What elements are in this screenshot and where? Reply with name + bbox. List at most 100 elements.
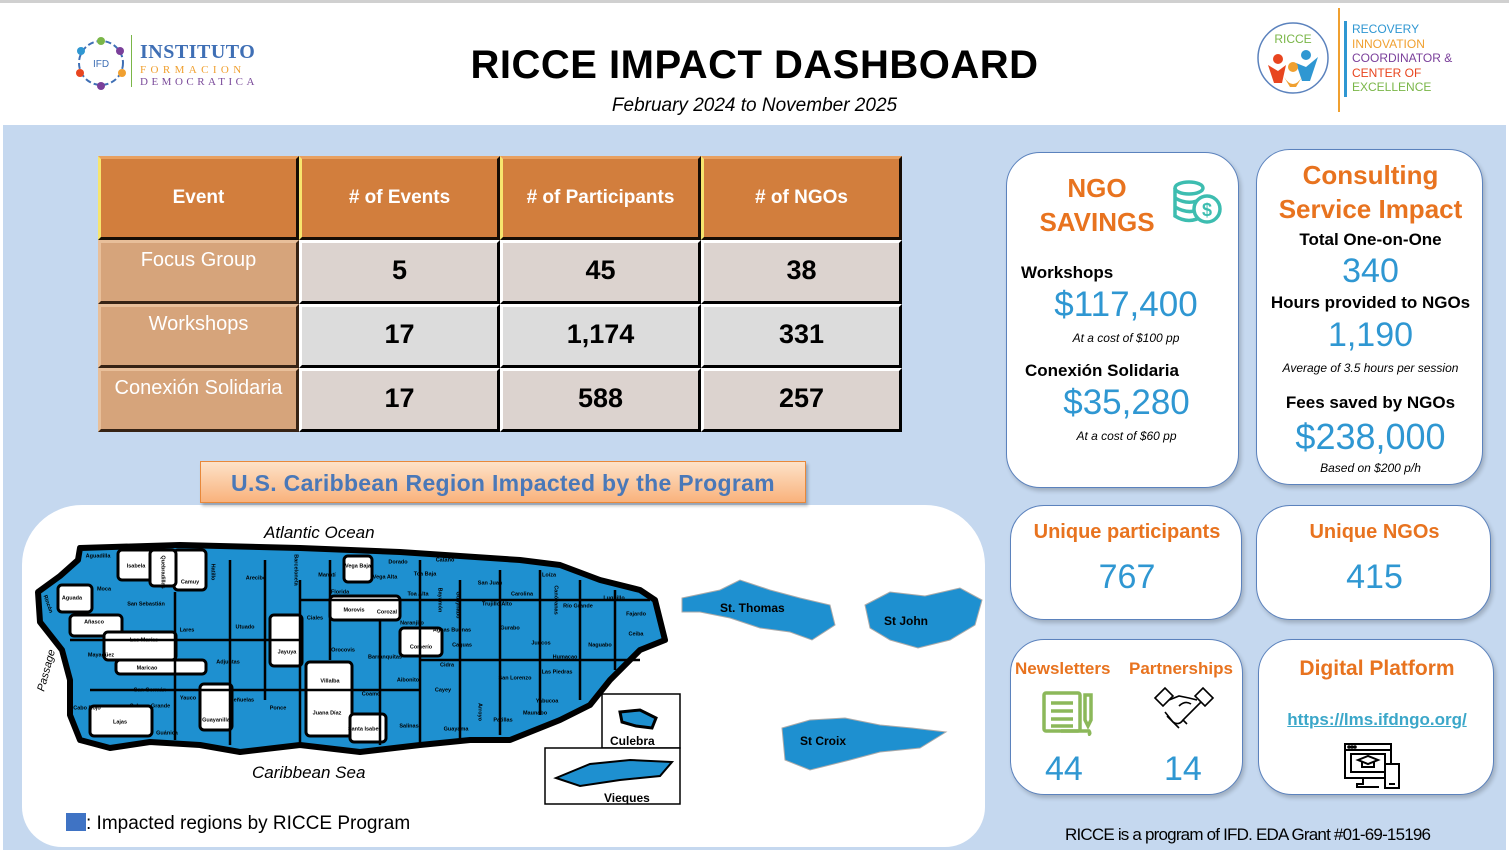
municipality-label: Sabana Grande (130, 703, 170, 709)
municipality-label: Ciales (307, 615, 323, 621)
st-thomas-shape (681, 579, 836, 641)
conexion-cost-note: At a cost of $60 pp (1076, 429, 1177, 443)
ngos-count: 257 (701, 368, 902, 432)
municipality-label: Cabo Rojo (73, 705, 101, 711)
municipality-label: Florida (331, 589, 350, 595)
svg-text:RICCE: RICCE (1274, 32, 1311, 46)
municipality-label: Aguada (62, 595, 83, 601)
atlantic-ocean-label: Atlantic Ocean (263, 523, 375, 542)
municipality-label: Caguas (452, 642, 472, 648)
st-john-shape (864, 587, 983, 649)
municipality-label: Humacao (553, 654, 578, 660)
ricce-logo-line: EXCELLENCE (1352, 80, 1432, 94)
newsletters-value: 44 (1045, 750, 1083, 788)
municipality-label: Orocovis (331, 647, 355, 653)
municipality-label: Trujillo Alto (482, 601, 513, 607)
municipality-label: Morovis (343, 607, 364, 613)
municipality-label: Cidra (440, 662, 455, 668)
municipality-label: Aguadilla (86, 553, 112, 559)
events-count: 17 (299, 304, 500, 368)
st-croix-label: St Croix (800, 734, 846, 748)
ifd-logo-icon: IFD (72, 33, 130, 98)
municipality-label: Hatillo (210, 564, 216, 581)
map-legend: : Impacted regions by RICCE Program (66, 813, 410, 835)
hours-note: Average of 3.5 hours per session (1282, 361, 1459, 375)
impacted-swatch (66, 813, 86, 831)
municipality-label: Vega Baja (345, 563, 372, 569)
ngos-count: 331 (701, 304, 902, 368)
caribbean-map: Atlantic Ocean Caribbean Sea Passage Agu… (35, 523, 983, 805)
table-row: Conexión Solidaria 17 588 257 (98, 368, 902, 432)
ricce-logo-line: INNOVATION (1352, 36, 1425, 51)
events-count: 5 (299, 240, 500, 304)
event-name: Focus Group (98, 240, 299, 304)
municipality-label: Las Piedras (542, 669, 573, 675)
digital-platform-link[interactable]: https://lms.ifdngo.org/ (1287, 710, 1467, 729)
municipality-label: Arecibo (246, 575, 267, 581)
newsletter-icon (1041, 690, 1095, 741)
municipality-label: Loíza (542, 572, 557, 578)
conexion-savings-value: $35,280 (1063, 383, 1190, 422)
ricce-logo-text: RECOVERY INNOVATION COORDINATOR & CENTER OF… (1352, 22, 1452, 95)
vieques-label: Vieques (604, 791, 650, 805)
municipality-label: Manatí (318, 572, 336, 578)
fees-value: $238,000 (1295, 416, 1446, 457)
ricce-logo-line: CENTER OF (1352, 65, 1422, 80)
municipality-label: San Lorenzo (498, 675, 532, 681)
partnerships-label: Partnerships (1129, 659, 1233, 678)
municipality-label: Jayuya (278, 649, 298, 655)
non-impacted-region (56, 583, 94, 614)
municipality-label: Quebradillas (160, 555, 166, 588)
puerto-rico-shape (35, 542, 668, 755)
municipality-label: Canóvanas (553, 585, 559, 614)
participants-count: 1,174 (500, 304, 701, 368)
map-banner: U.S. Caribbean Region Impacted by the Pr… (200, 461, 806, 503)
fees-note: Based on $200 p/h (1320, 461, 1421, 475)
municipality-label: Arroyo (477, 703, 483, 722)
municipality-label: Maricao (137, 665, 158, 671)
sessions-label: Total One-on-One (1299, 230, 1442, 249)
partnerships-value: 14 (1164, 750, 1202, 788)
workshops-cost-note: At a cost of $100 pp (1072, 331, 1180, 345)
hours-value: 1,190 (1327, 316, 1414, 354)
passage-label: Passage (35, 648, 58, 692)
non-impacted-region (88, 704, 154, 738)
non-impacted-region (304, 660, 354, 738)
municipality-label: Toa Alta (407, 591, 429, 597)
workshops-savings-value: $117,400 (1054, 285, 1198, 324)
footer-note: RICCE is a program of IFD. EDA Grant #01… (1065, 825, 1431, 844)
st-john-label: St John (884, 614, 928, 628)
ricce-logo-line: COORDINATOR & (1352, 51, 1453, 65)
municipality-label: Comerío (410, 644, 433, 650)
table-row: Focus Group 5 45 38 (98, 240, 902, 304)
municipality-label: Carolina (511, 591, 534, 597)
conexion-savings-label: Conexión Solidaria (1025, 361, 1179, 380)
svg-text:$: $ (1202, 200, 1212, 220)
column-header-ngos: # of NGOs (701, 156, 902, 240)
municipality-label: Vega Alta (373, 574, 398, 580)
newsletters-label: Newsletters (1015, 659, 1111, 678)
municipality-label: Corozal (377, 609, 398, 615)
municipality-label: Ponce (270, 705, 287, 711)
digital-platform-card: Digital Platform https://lms.ifdngo.org/ (1258, 639, 1494, 795)
events-count: 17 (299, 368, 500, 432)
column-header-events: # of Events (299, 156, 500, 240)
municipality-label: Lajas (113, 719, 127, 725)
municipality-label: Lares (180, 627, 195, 633)
municipality-label: Fajardo (626, 611, 647, 617)
caribbean-sea-label: Caribbean Sea (252, 763, 365, 782)
municipality-label: Mayagüez (88, 652, 115, 658)
municipality-label: San Juan (478, 580, 503, 586)
culebra-label: Culebra (610, 734, 655, 748)
municipality-label: Barranquitas (368, 654, 402, 660)
municipality-label: Isabela (127, 563, 147, 569)
events-table: Event # of Events # of Participants # of… (98, 156, 902, 432)
municipality-label: Juana Díaz (313, 710, 342, 716)
municipality-label: Bayamón (437, 588, 443, 613)
municipality-label: Salinas (399, 723, 418, 729)
workshops-savings-label: Workshops (1021, 263, 1114, 282)
municipality-label: Adjuntas (216, 659, 240, 665)
ngo-savings-card: NGO SAVINGS $ Workshops $117,400 At a co… (1006, 152, 1239, 488)
table-row: Workshops 17 1,174 331 (98, 304, 902, 368)
municipality-label: Naranjito (400, 620, 424, 626)
